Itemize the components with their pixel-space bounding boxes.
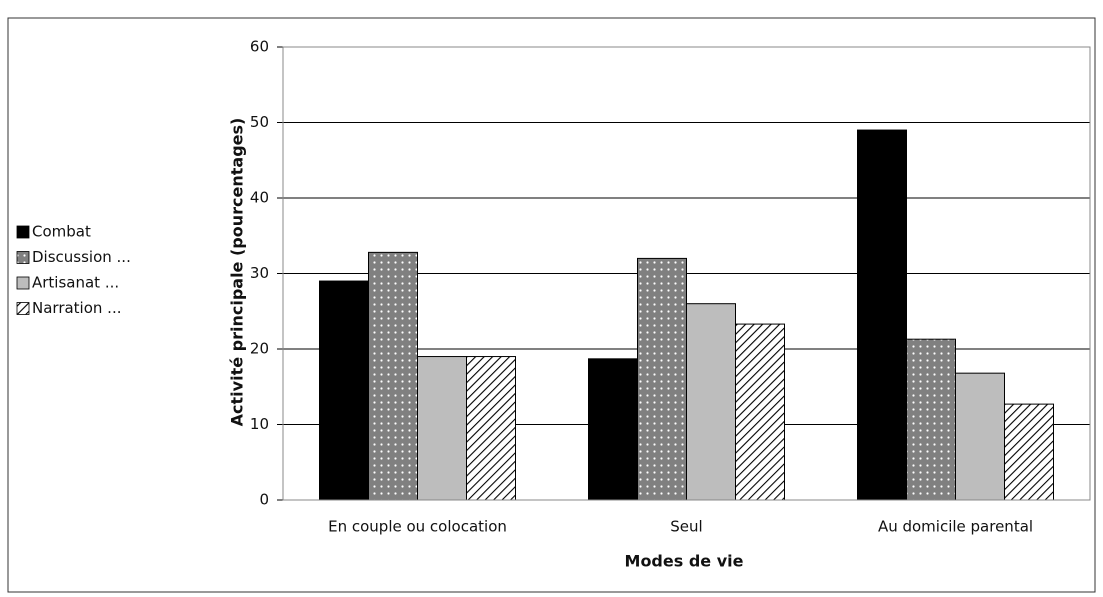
bar	[637, 257, 687, 501]
bar	[735, 323, 785, 501]
frame	[7, 17, 1096, 593]
y-axis-label: Activité principale (pourcentages)	[228, 118, 247, 427]
legend-label: Combat	[32, 223, 91, 241]
bar	[368, 251, 418, 501]
legend-label: Discussion ...	[32, 248, 131, 266]
y-tick-label: 50	[250, 113, 269, 131]
legend-swatch	[16, 302, 30, 315]
bar	[319, 280, 369, 501]
bar	[906, 338, 956, 501]
bar	[417, 356, 467, 501]
plot-border	[282, 46, 1091, 501]
x-axis-label: Modes de vie	[625, 552, 744, 571]
y-tick-label: 0	[259, 491, 269, 509]
y-tick-label: 10	[250, 415, 269, 433]
bar	[466, 356, 516, 501]
legend-label: Artisanat ...	[32, 274, 119, 292]
x-tick-label: En couple ou colocation	[328, 518, 507, 536]
legend-swatch	[16, 225, 30, 239]
y-tick-label: 40	[250, 189, 269, 207]
x-tick-label: Seul	[670, 518, 702, 536]
y-tick-label: 20	[250, 340, 269, 358]
legend-label: Narration ...	[32, 299, 121, 317]
bar	[686, 303, 736, 501]
bar	[857, 129, 907, 501]
bar	[1004, 403, 1054, 501]
bar	[955, 372, 1005, 501]
y-tick-label: 60	[250, 38, 269, 56]
legend-swatch	[16, 276, 30, 290]
bar	[588, 358, 638, 501]
y-tick-label: 30	[250, 264, 269, 282]
x-tick-label: Au domicile parental	[878, 518, 1033, 536]
legend-swatch	[16, 251, 30, 264]
